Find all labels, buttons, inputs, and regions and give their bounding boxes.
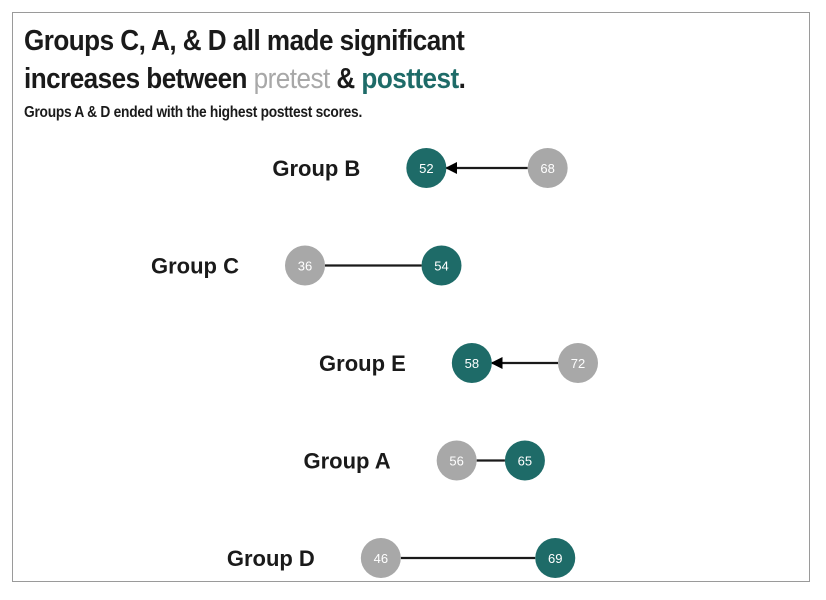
group-c-posttest-dot [421,245,462,286]
group-c-label: Group C [151,254,239,279]
group-b-pretest-value: 68 [540,161,554,176]
title-posttest-word: posttest [361,63,459,95]
group-a-posttest-value: 65 [518,454,532,469]
group-b-label: Group B [272,156,360,181]
title-line-1: Groups C, A, & D all made significant [24,25,465,57]
group-b-posttest-dot [406,148,447,188]
group-e-pretest-value: 72 [571,356,585,371]
group-a-pretest-dot [436,440,477,481]
title-end: . [458,63,466,95]
title-pretest-word: pretest [253,63,331,95]
group-d-pretest-value: 46 [374,551,388,566]
group-c-posttest-value: 54 [434,259,448,274]
group-e-label: Group E [319,351,406,376]
title-line-2-prefix: increases between [24,63,254,95]
group-d-label: Group D [227,546,315,571]
group-c-pretest-dot [285,245,325,286]
group-d-posttest-dot [535,538,576,578]
group-d-pretest-dot [360,538,401,578]
group-a-posttest-dot [504,440,545,481]
title-connector: & [329,63,362,95]
group-b-posttest-value: 52 [419,161,433,176]
group-e-pretest-dot [558,343,598,383]
group-a-label: Group A [303,449,390,474]
group-a-pretest-value: 56 [449,454,463,469]
chart-subtitle: Groups A & D ended with the highest post… [24,104,363,121]
group-c-pretest-value: 36 [298,259,312,274]
group-e-posttest-value: 58 [465,356,479,371]
chart-title: Groups C, A, & D all made significant inc… [24,22,466,98]
group-e-posttest-dot [451,343,492,383]
group-d-posttest-value: 69 [548,551,562,566]
chart-frame [12,12,810,582]
group-b-pretest-dot [527,148,568,188]
